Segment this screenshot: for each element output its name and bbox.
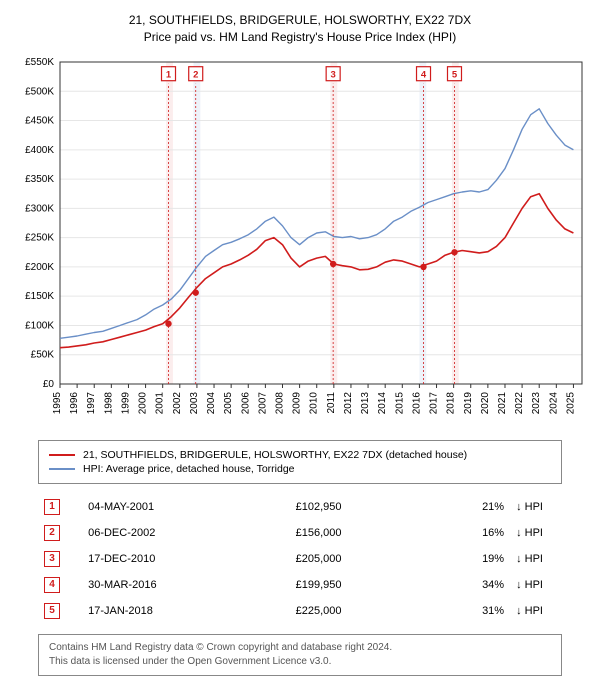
footer-line1: Contains HM Land Registry data © Crown c… (49, 641, 551, 655)
svg-text:3: 3 (331, 69, 336, 80)
sale-date: 04-MAY-2001 (82, 494, 290, 520)
sale-date: 17-JAN-2018 (82, 598, 290, 624)
sale-pct: 16% (432, 520, 510, 546)
svg-text:2001: 2001 (155, 391, 166, 414)
svg-text:2008: 2008 (274, 391, 285, 414)
marker-chip: 2 (44, 525, 60, 541)
svg-text:2006: 2006 (240, 391, 251, 414)
legend-row: 21, SOUTHFIELDS, BRIDGERULE, HOLSWORTHY,… (49, 449, 551, 461)
sale-price: £156,000 (290, 520, 433, 546)
sale-price: £205,000 (290, 546, 433, 572)
sale-rel: ↓ HPI (510, 520, 562, 546)
svg-text:£450K: £450K (25, 115, 54, 126)
sale-rel: ↓ HPI (510, 494, 562, 520)
sale-date: 17-DEC-2010 (82, 546, 290, 572)
sale-rel: ↓ HPI (510, 572, 562, 598)
sale-pct: 31% (432, 598, 510, 624)
chart-svg: £0 £50K £100K £150K £200K £250K £300K £350K £400… (8, 54, 592, 434)
chart-container: 21, SOUTHFIELDS, BRIDGERULE, HOLSWORTHY,… (0, 0, 600, 684)
svg-text:2023: 2023 (531, 391, 542, 414)
svg-text:2004: 2004 (206, 391, 217, 414)
sale-pct: 34% (432, 572, 510, 598)
legend: 21, SOUTHFIELDS, BRIDGERULE, HOLSWORTHY,… (38, 440, 562, 484)
sale-date: 06-DEC-2002 (82, 520, 290, 546)
marker-chip: 5 (44, 603, 60, 619)
svg-text:2016: 2016 (411, 391, 422, 414)
svg-text:1995: 1995 (52, 391, 63, 414)
svg-text:1998: 1998 (103, 391, 114, 414)
svg-text:£200K: £200K (25, 262, 54, 273)
marker-chip: 3 (44, 551, 60, 567)
svg-text:2018: 2018 (446, 391, 457, 414)
svg-text:£50K: £50K (31, 349, 55, 360)
svg-text:£150K: £150K (25, 291, 54, 302)
legend-swatch (49, 454, 75, 456)
table-row: 3 17-DEC-2010£205,00019%↓ HPI (38, 546, 562, 572)
svg-text:£400K: £400K (25, 144, 54, 155)
svg-text:2024: 2024 (548, 391, 559, 414)
svg-text:2005: 2005 (223, 391, 234, 414)
svg-text:2007: 2007 (257, 391, 268, 414)
svg-text:2022: 2022 (514, 391, 525, 414)
legend-swatch (49, 468, 75, 470)
sale-rel: ↓ HPI (510, 598, 562, 624)
title-block: 21, SOUTHFIELDS, BRIDGERULE, HOLSWORTHY,… (8, 12, 592, 46)
svg-text:2013: 2013 (360, 391, 371, 414)
footer-line2: This data is licensed under the Open Gov… (49, 655, 551, 669)
sale-date: 30-MAR-2016 (82, 572, 290, 598)
sale-price: £102,950 (290, 494, 433, 520)
table-row: 2 06-DEC-2002£156,00016%↓ HPI (38, 520, 562, 546)
svg-text:£100K: £100K (25, 320, 54, 331)
footer: Contains HM Land Registry data © Crown c… (38, 634, 562, 676)
svg-text:2019: 2019 (463, 391, 474, 414)
svg-text:2011: 2011 (326, 391, 337, 413)
svg-text:5: 5 (452, 69, 458, 80)
svg-text:£550K: £550K (25, 57, 54, 68)
svg-text:1997: 1997 (86, 391, 97, 414)
sale-rel: ↓ HPI (510, 546, 562, 572)
marker-chip: 1 (44, 499, 60, 515)
title-line1: 21, SOUTHFIELDS, BRIDGERULE, HOLSWORTHY,… (8, 12, 592, 29)
svg-text:£350K: £350K (25, 174, 54, 185)
legend-row: HPI: Average price, detached house, Torr… (49, 463, 551, 475)
marker-chip: 4 (44, 577, 60, 593)
chart: £0 £50K £100K £150K £200K £250K £300K £350K £400… (8, 54, 592, 434)
svg-text:£0: £0 (43, 379, 55, 390)
table-row: 4 30-MAR-2016£199,95034%↓ HPI (38, 572, 562, 598)
svg-text:2009: 2009 (292, 391, 303, 414)
svg-text:2017: 2017 (429, 391, 440, 414)
table-row: 1 04-MAY-2001£102,95021%↓ HPI (38, 494, 562, 520)
svg-text:2025: 2025 (565, 391, 576, 414)
sale-price: £225,000 (290, 598, 433, 624)
svg-text:1: 1 (166, 69, 172, 80)
table-row: 5 17-JAN-2018£225,00031%↓ HPI (38, 598, 562, 624)
svg-text:2020: 2020 (480, 391, 491, 414)
svg-text:£300K: £300K (25, 203, 54, 214)
svg-text:£500K: £500K (25, 86, 54, 97)
legend-label: HPI: Average price, detached house, Torr… (83, 463, 295, 475)
sale-price: £199,950 (290, 572, 433, 598)
svg-text:1996: 1996 (69, 391, 80, 414)
sales-table: 104-MAY-2001£102,95021%↓ HPI206-DEC-2002… (38, 494, 562, 624)
svg-text:2014: 2014 (377, 391, 388, 414)
svg-text:£250K: £250K (25, 232, 54, 243)
svg-text:2021: 2021 (497, 391, 508, 414)
svg-text:1999: 1999 (120, 391, 131, 414)
svg-text:2003: 2003 (189, 391, 200, 414)
svg-text:2010: 2010 (309, 391, 320, 414)
svg-text:2000: 2000 (138, 391, 149, 414)
legend-label: 21, SOUTHFIELDS, BRIDGERULE, HOLSWORTHY,… (83, 449, 467, 461)
sale-pct: 21% (432, 494, 510, 520)
title-line2: Price paid vs. HM Land Registry's House … (8, 29, 592, 46)
svg-text:2012: 2012 (343, 391, 354, 414)
svg-text:2015: 2015 (394, 391, 405, 414)
svg-text:2: 2 (193, 69, 198, 80)
sale-pct: 19% (432, 546, 510, 572)
svg-text:4: 4 (421, 69, 427, 80)
svg-text:2002: 2002 (172, 391, 183, 414)
